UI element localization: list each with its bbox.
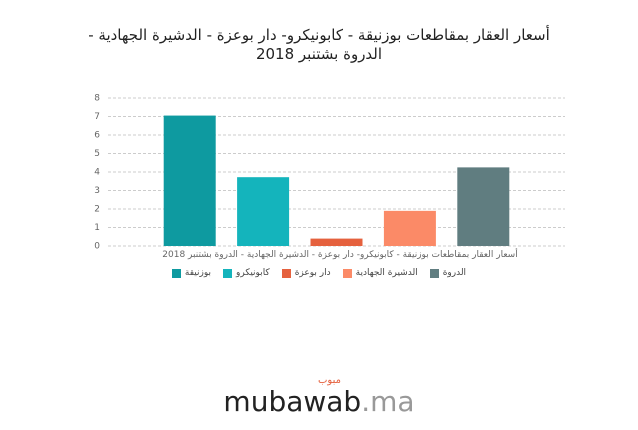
x-tick-label: أسعار العقار بمقاطعات بوزنيقة - كابونيكر… <box>162 250 518 260</box>
brand-name: mubawab <box>223 385 362 418</box>
legend-swatch <box>171 268 181 278</box>
brand-domain: .ma <box>361 385 415 418</box>
legend-item[interactable]: دار بوعزة <box>281 268 331 278</box>
bar <box>457 167 510 246</box>
bar <box>310 238 363 246</box>
legend-label: دار بوعزة <box>294 268 331 278</box>
y-tick-label: 7 <box>94 112 100 122</box>
legend-label: الدشيرة الجهادية <box>355 268 418 278</box>
legend-item[interactable]: كابونيكرو <box>223 268 270 278</box>
legend: بوزنيقة كابونيكرو دار بوعزة الدشيرة الجهادي… <box>0 268 638 278</box>
logo: mubawab.ma مبوب <box>0 375 638 418</box>
legend-swatch <box>429 268 439 278</box>
legend-item[interactable]: بوزنيقة <box>171 268 212 278</box>
legend-swatch <box>281 268 291 278</box>
y-tick-label: 0 <box>94 242 100 252</box>
bar <box>237 177 290 246</box>
legend-item[interactable]: الدشيرة الجهادية <box>342 268 418 278</box>
legend-label: بوزنيقة <box>184 268 212 278</box>
y-tick-label: 2 <box>94 205 100 215</box>
bar <box>163 115 216 246</box>
y-tick-label: 1 <box>94 223 100 233</box>
y-tick-label: 3 <box>94 186 100 196</box>
legend-swatch <box>342 268 352 278</box>
y-tick-label: 8 <box>94 94 100 104</box>
y-tick-label: 4 <box>94 168 100 178</box>
y-tick-label: 6 <box>94 131 100 141</box>
brand-arabic: مبوب <box>318 375 341 386</box>
bar <box>383 210 436 246</box>
legend-label: الدروة <box>442 268 467 278</box>
legend-label: كابونيكرو <box>236 268 270 278</box>
legend-item[interactable]: الدروة <box>429 268 467 278</box>
chart-title: أسعار العقار بمقاطعات بوزنيقة - كابونيكر… <box>88 26 550 63</box>
y-tick-label: 5 <box>94 149 100 159</box>
legend-swatch <box>223 268 233 278</box>
